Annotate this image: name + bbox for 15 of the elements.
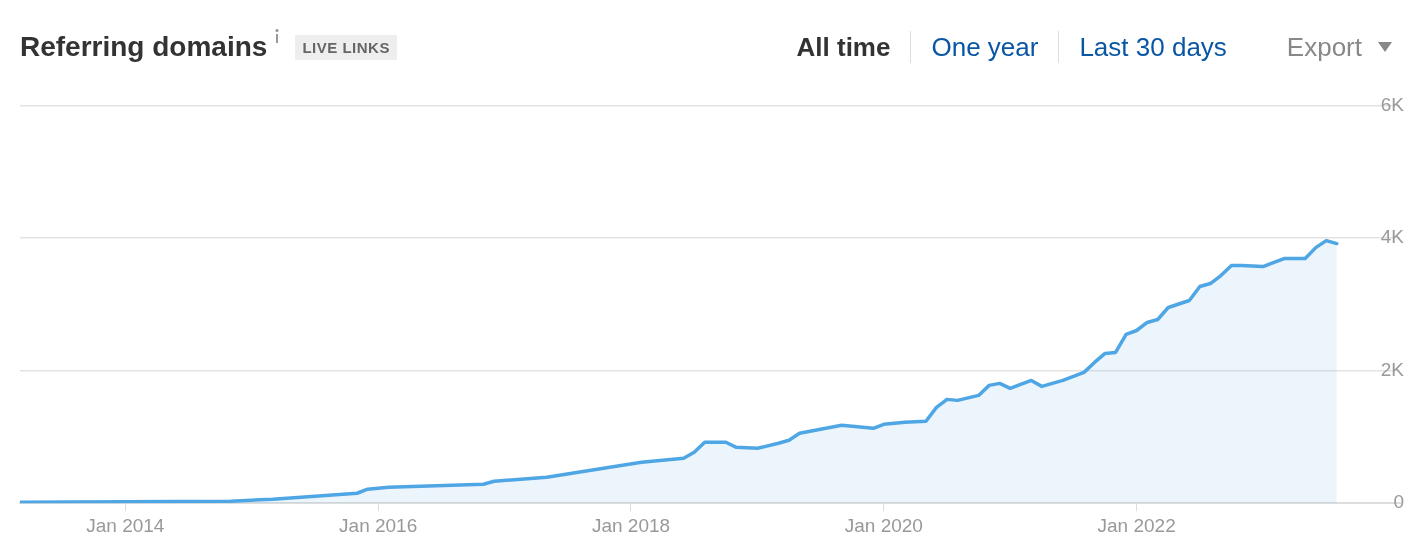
y-tick-label: 4K: [1380, 226, 1405, 248]
y-tick-label: 0: [1393, 491, 1404, 513]
y-tick-label: 6K: [1380, 93, 1405, 115]
x-tick-label: Jan 2022: [1097, 514, 1176, 536]
x-tick-label: Jan 2016: [339, 514, 418, 536]
text: One year: [910, 31, 1059, 63]
chart-title: Referring domains: [20, 31, 268, 63]
x-tick-label: Jan 2020: [844, 514, 923, 536]
text: Export: [1285, 31, 1363, 63]
x-tick-label: Jan 2018: [591, 514, 671, 536]
x-tick-label: Jan 2014: [86, 514, 165, 536]
text: LIVE LINKS: [295, 34, 397, 60]
y-tick-label: 2K: [1380, 358, 1405, 380]
text: Last 30 days: [1058, 31, 1247, 63]
text: All time: [795, 31, 892, 63]
